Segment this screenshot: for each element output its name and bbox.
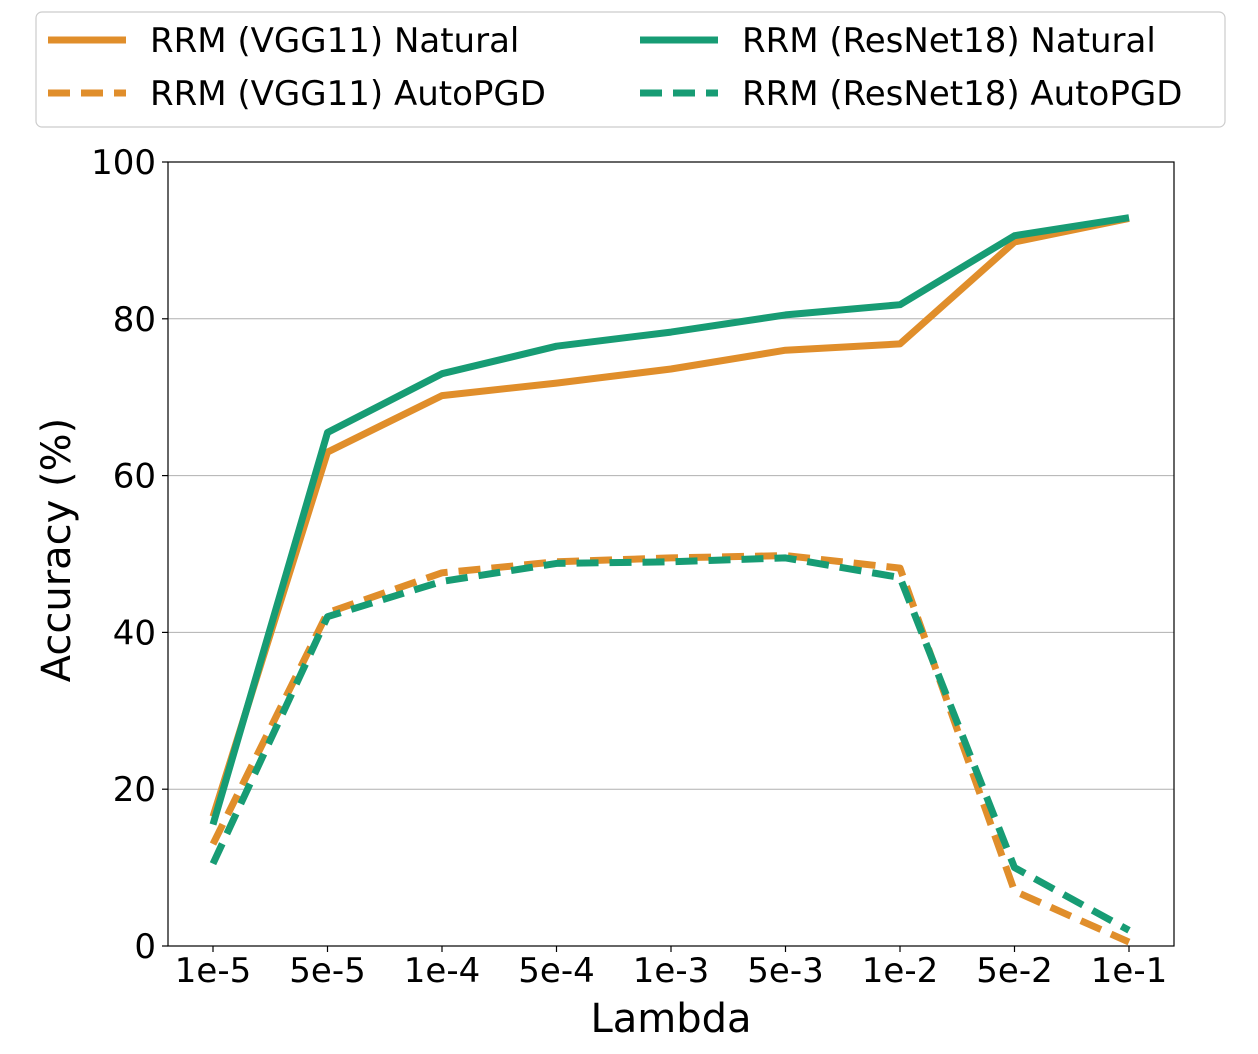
legend-label: RRM (ResNet18) AutoPGD <box>742 74 1182 114</box>
x-tick-label: 5e-3 <box>747 951 823 991</box>
y-tick-label: 40 <box>113 613 156 653</box>
y-tick-label: 60 <box>113 457 156 497</box>
grid <box>168 318 1174 790</box>
y-tick-label: 100 <box>91 143 156 183</box>
series-line-2 <box>209 214 1130 826</box>
x-tick-label: 5e-5 <box>289 951 365 991</box>
series-line-4 <box>209 554 1131 934</box>
y-tick-label: 0 <box>134 927 156 967</box>
x-tick-label: 1e-5 <box>175 951 251 991</box>
y-tick-label: 80 <box>113 300 156 340</box>
x-tick-label: 5e-4 <box>518 951 594 991</box>
y-tick-label: 20 <box>113 770 156 810</box>
x-tick-label: 1e-4 <box>404 951 480 991</box>
legend: RRM (VGG11) Natural RRM (VGG11) AutoPGD RR… <box>35 11 1226 128</box>
legend-label: RRM (ResNet18) Natural <box>742 21 1156 61</box>
legend-label: RRM (VGG11) AutoPGD <box>150 74 546 114</box>
x-axis-label: Lambda <box>590 996 751 1042</box>
x-tick-label: 1e-2 <box>862 951 938 991</box>
series-line-1 <box>209 214 1130 818</box>
legend-box <box>35 11 1226 128</box>
legend-label: RRM (VGG11) Natural <box>150 21 519 61</box>
x-axis-ticks: 1e-5 5e-5 1e-4 5e-4 1e-3 5e-3 1e-2 5e-2 1e-1 <box>175 946 1167 991</box>
x-tick-label: 5e-2 <box>976 951 1052 991</box>
x-tick-label: 1e-1 <box>1091 951 1167 991</box>
y-axis-ticks: 0 20 40 60 80 100 <box>91 143 168 967</box>
series-layer <box>209 214 1131 946</box>
series-line-3 <box>209 552 1131 946</box>
x-tick-label: 1e-3 <box>633 951 709 991</box>
plot-frame <box>167 161 1175 947</box>
y-axis-label: Accuracy (%) <box>34 418 80 683</box>
